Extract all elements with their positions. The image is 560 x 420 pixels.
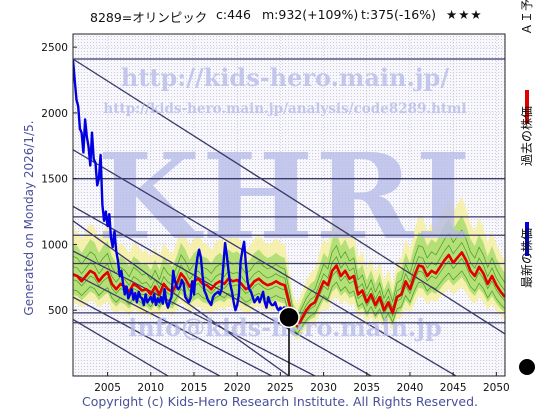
max-forecast: m:932(+109%) xyxy=(262,7,359,22)
latest-price-marker xyxy=(278,306,300,329)
y-tick-label: 1000 xyxy=(41,239,68,251)
series-past-price xyxy=(73,60,286,312)
legend-swatch-latest xyxy=(519,359,535,375)
legend-swatches xyxy=(519,90,535,375)
stock-code-name: 8289=オリンピック xyxy=(90,10,208,25)
generated-date: Generated on Monday 2026/1/5. xyxy=(22,120,36,316)
x-tick-label: 2040 xyxy=(397,382,424,394)
x-tick-label: 2045 xyxy=(440,382,467,394)
latest-marker-group xyxy=(278,306,300,376)
trend-line xyxy=(73,149,458,376)
x-tick-label: 2030 xyxy=(310,382,337,394)
target-forecast: t:375(-16%) xyxy=(361,7,437,22)
forecast-band-line xyxy=(73,229,505,318)
axis-ticks: 2005 2010 2015 2020 2025 2030 2035 2040 2045 2050… xyxy=(41,42,509,394)
plot-frame xyxy=(72,33,506,377)
x-tick-label: 2035 xyxy=(353,382,380,394)
trend-line xyxy=(73,220,290,376)
copyright-footer: Copyright (c) Kids-Hero Research Institu… xyxy=(81,394,479,409)
x-tick-label: 2020 xyxy=(224,382,251,394)
x-tick-label: 2025 xyxy=(267,382,294,394)
watermark-texts: http://kids-hero.main.jp/ http://kids-he… xyxy=(103,63,466,342)
watermark-url-main: http://kids-hero.main.jp/ xyxy=(121,63,449,92)
trend-line xyxy=(73,318,169,376)
watermark-logo-text: KHRI xyxy=(97,127,472,266)
y-tick-label: 2500 xyxy=(41,42,68,54)
trend-line xyxy=(73,250,316,376)
forecast-band-inner xyxy=(73,215,505,336)
rating-stars: ★★★ xyxy=(446,7,483,22)
y-tick-label: 2000 xyxy=(41,108,68,120)
trend-line xyxy=(73,58,505,335)
x-tick-label: 2050 xyxy=(483,382,510,394)
x-tick-label: 2010 xyxy=(137,382,164,394)
x-tick-label: 2015 xyxy=(181,382,208,394)
y-tick-label: 500 xyxy=(48,305,68,317)
forecast-bands xyxy=(73,196,505,340)
trend-line xyxy=(73,296,221,376)
y-tick-label: 1500 xyxy=(41,174,68,186)
current-price: c:446 xyxy=(216,7,251,22)
series-ai-forecast xyxy=(73,251,505,328)
watermark-url-analysis: http://kids-hero.main.jp/analysis/code82… xyxy=(103,101,466,117)
trend-line xyxy=(73,272,273,376)
series xyxy=(73,60,505,328)
x-tick-label: 2005 xyxy=(94,382,121,394)
legend-latest-price: 最新の株価 xyxy=(520,228,534,289)
watermark-logo: KHRI xyxy=(97,127,472,266)
